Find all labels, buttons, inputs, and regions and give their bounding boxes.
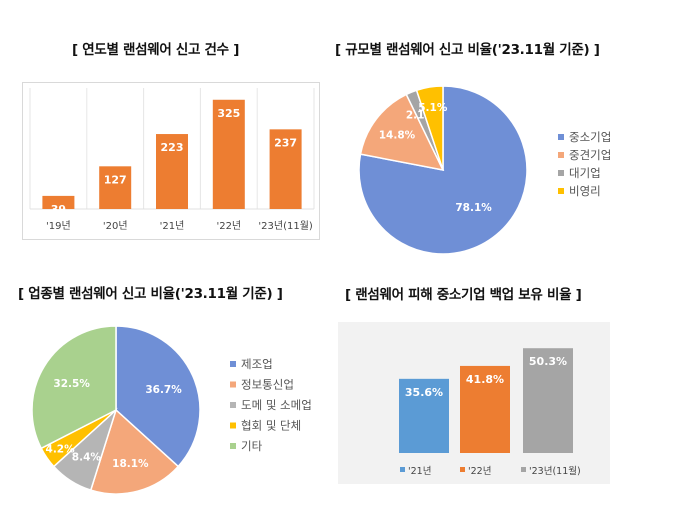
- chart3-data-label: 4.2%: [46, 444, 76, 456]
- chart4-legend-marker: [400, 467, 405, 472]
- chart3-legend-marker: [230, 443, 236, 449]
- chart3-slice: [89, 408, 180, 495]
- chart4-legend-marker: [521, 467, 526, 472]
- chart1-data-label: 223: [161, 141, 184, 154]
- chart1-data-label: 325: [217, 107, 240, 120]
- chart1-data-label: 127: [104, 173, 127, 186]
- chart1-bar: [99, 166, 132, 209]
- chart2-legend-marker: [558, 170, 564, 176]
- chart4-data-label: 50.3%: [529, 355, 567, 368]
- chart1-x-tick-label: '21년: [160, 220, 185, 232]
- chart2-legend-marker: [558, 152, 564, 158]
- chart1-x-tick-label: '19년: [46, 220, 71, 232]
- chart3-legend-marker: [230, 381, 236, 388]
- chart4-bar: [399, 378, 449, 453]
- chart3-slice: [31, 325, 117, 450]
- chart2-legend-label: 중소기업: [569, 130, 611, 144]
- chart1-bar-chart: 39 '19년 127 '20년 223 '21년 325 '22년 237 '23년(11월): [22, 82, 320, 240]
- chart2-title: [ 규모별 랜섬웨어 신고 비율('23.11월 기준) ]: [335, 42, 600, 58]
- chart2-slice: [358, 85, 528, 255]
- chart4-legend-marker: [460, 467, 465, 472]
- chart2-legend-label: 비영리: [569, 184, 601, 198]
- chart1-bar: [212, 99, 245, 209]
- chart4-legend-label: '22년: [468, 466, 491, 477]
- chart3-legend-label: 기타: [241, 439, 263, 453]
- chart3-data-label: 18.1%: [112, 458, 149, 470]
- chart3-legend-label: 도메 및 소메업: [241, 398, 312, 412]
- chart2-slice: [415, 85, 444, 171]
- chart4-bar-chart: 35.6% 41.8% 50.3% '21년 '22년 '23년(11월): [338, 322, 610, 484]
- chart3-legend-label: 정보통신업: [241, 378, 294, 392]
- chart2-legend-marker: [558, 188, 564, 194]
- chart3-title: [ 업종별 랜섬웨어 신고 비율('23.11월 기준) ]: [18, 286, 283, 302]
- chart1-x-tick-label: '20년: [103, 220, 128, 232]
- chart2-data-label: 14.8%: [379, 130, 416, 142]
- chart1-data-label: 39: [51, 203, 66, 216]
- chart4-title: [ 랜섬웨어 피해 중소기업 백업 보유 비율 ]: [345, 287, 582, 303]
- chart3-legend-marker: [230, 422, 236, 429]
- chart3-data-label: 32.5%: [53, 378, 90, 390]
- chart1-bar: [156, 134, 188, 209]
- chart1-title: [ 연도별 랜섬웨어 신고 건수 ]: [72, 42, 240, 58]
- chart2-data-label: 78.1%: [455, 202, 492, 214]
- chart3-legend-label: 협회 및 단체: [241, 419, 301, 433]
- chart4-data-label: 41.8%: [466, 373, 504, 386]
- chart4-legend-label: '21년: [408, 466, 431, 477]
- chart1-x-tick-label: '23년(11월): [258, 220, 312, 232]
- chart1-x-tick-label: '22년: [216, 220, 241, 232]
- chart2-slice: [359, 93, 445, 172]
- chart3-legend-marker: [230, 361, 236, 367]
- chart4-legend-label: '23년(11월): [529, 465, 581, 477]
- chart4-bar: [460, 365, 510, 453]
- chart3-legend-label: 제조업: [241, 357, 273, 371]
- chart3-slice: [115, 325, 201, 468]
- chart4-data-label: 35.6%: [405, 386, 443, 399]
- chart2-legend-label: 대기업: [569, 166, 601, 180]
- chart2-data-label: 5.1%: [418, 102, 448, 114]
- chart1-bar: [269, 129, 302, 209]
- chart1-data-label: 237: [274, 136, 297, 149]
- chart2-legend-marker: [558, 134, 564, 140]
- chart2-legend-label: 중견기업: [569, 148, 611, 162]
- chart3-data-label: 36.7%: [145, 384, 182, 396]
- chart3-legend-marker: [230, 402, 236, 408]
- chart3-data-label: 8.4%: [72, 451, 102, 463]
- chart4-bar: [523, 348, 573, 453]
- chart1-bar: [42, 195, 75, 209]
